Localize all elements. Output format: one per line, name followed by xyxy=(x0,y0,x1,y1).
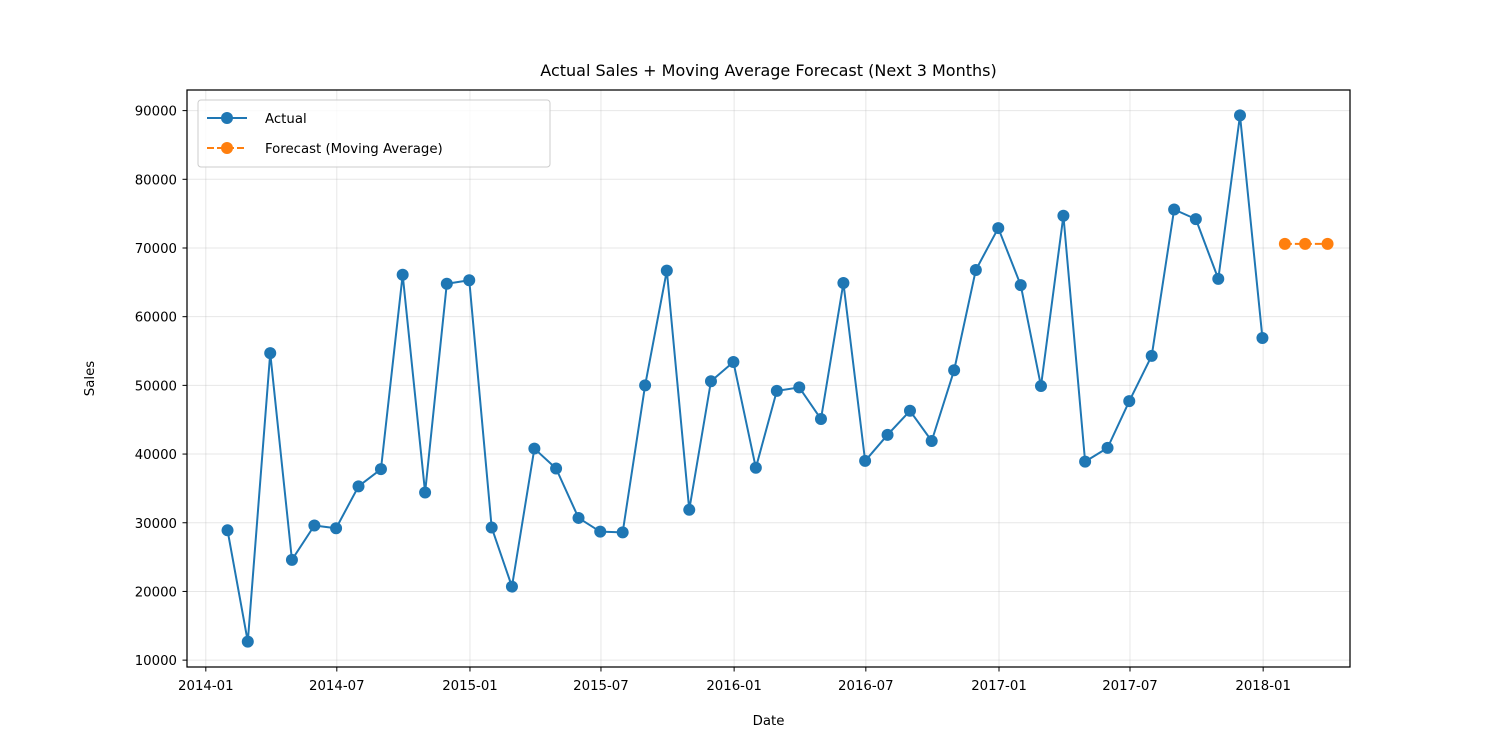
x-tick-label: 2018-01 xyxy=(1235,679,1291,694)
data-point xyxy=(374,463,387,476)
series-forecast xyxy=(1278,237,1334,250)
data-point xyxy=(992,222,1005,235)
chart-title: Actual Sales + Moving Average Forecast (… xyxy=(540,61,996,80)
data-point xyxy=(770,384,783,397)
y-tick-label: 10000 xyxy=(135,654,177,669)
data-point xyxy=(550,462,563,475)
x-tick-label: 2017-07 xyxy=(1102,679,1158,694)
data-point xyxy=(1168,203,1181,216)
data-point xyxy=(1123,395,1136,408)
data-point xyxy=(1299,237,1312,250)
data-point xyxy=(1034,380,1047,393)
series-actual xyxy=(221,109,1269,648)
x-tick-label: 2016-07 xyxy=(838,679,894,694)
legend-marker-actual xyxy=(221,112,233,124)
data-point xyxy=(660,264,673,277)
data-point xyxy=(1256,331,1269,344)
data-point xyxy=(903,404,916,417)
y-tick-label: 70000 xyxy=(135,242,177,257)
data-point xyxy=(440,277,453,290)
x-tick-label: 2014-01 xyxy=(178,679,234,694)
data-point xyxy=(837,277,850,290)
x-tick-label: 2015-01 xyxy=(442,679,498,694)
data-point xyxy=(749,461,762,474)
series-line xyxy=(226,114,1264,643)
x-tick-label: 2017-01 xyxy=(971,679,1027,694)
y-tick-label: 20000 xyxy=(135,585,177,600)
x-tick-label: 2014-07 xyxy=(309,679,365,694)
data-point xyxy=(1189,213,1202,226)
legend-box xyxy=(197,99,551,168)
data-point xyxy=(1079,455,1092,468)
x-tick-label: 2015-07 xyxy=(573,679,629,694)
data-point xyxy=(505,580,518,593)
data-point xyxy=(948,364,961,377)
data-point xyxy=(793,381,806,394)
data-point xyxy=(1233,109,1246,122)
data-point xyxy=(463,274,476,287)
y-tick-label: 40000 xyxy=(135,448,177,463)
data-point xyxy=(264,347,277,360)
data-point xyxy=(485,521,498,534)
data-point xyxy=(330,522,343,535)
data-point xyxy=(1101,441,1114,454)
data-point xyxy=(419,486,432,499)
data-point xyxy=(308,519,321,532)
data-point xyxy=(221,524,234,537)
y-tick-label: 30000 xyxy=(135,517,177,532)
data-point xyxy=(1014,279,1027,292)
data-point xyxy=(969,263,982,276)
data-point xyxy=(814,413,827,426)
legend-label-actual: Actual xyxy=(265,112,307,127)
grid xyxy=(187,90,1350,667)
plot-frame xyxy=(186,89,1351,668)
y-tick-label: 80000 xyxy=(135,173,177,188)
y-tick-label: 50000 xyxy=(135,379,177,394)
data-point xyxy=(616,526,629,539)
data-point xyxy=(683,503,696,516)
data-point xyxy=(528,442,541,455)
legend-marker-forecast xyxy=(221,142,233,154)
data-point xyxy=(1278,237,1291,250)
x-tick-label: 2016-01 xyxy=(706,679,762,694)
data-point xyxy=(1057,209,1070,222)
y-axis-title: Sales xyxy=(83,361,98,396)
data-point xyxy=(572,511,585,524)
data-point xyxy=(704,375,717,388)
x-axis-title: Date xyxy=(753,714,785,729)
data-point xyxy=(727,356,740,369)
data-point xyxy=(639,379,652,392)
data-point xyxy=(1321,237,1334,250)
data-point xyxy=(1145,349,1158,362)
data-point xyxy=(925,435,938,448)
data-point xyxy=(285,553,298,566)
data-point xyxy=(859,454,872,467)
y-tick-label: 90000 xyxy=(135,105,177,120)
data-point xyxy=(241,635,254,648)
data-point xyxy=(396,268,409,281)
axis-ticks: 2014-01 2014-07 2015-01 2015-07 2016-01 2016-… xyxy=(135,105,1291,694)
legend-label-forecast: Forecast (Moving Average) xyxy=(265,142,443,157)
data-point xyxy=(881,428,894,441)
series xyxy=(221,109,1334,648)
data-point xyxy=(1212,272,1225,285)
legend: Actual Forecast (Moving Average) xyxy=(197,99,551,168)
data-point xyxy=(594,525,607,538)
y-tick-label: 60000 xyxy=(135,311,177,326)
data-point xyxy=(352,480,365,493)
